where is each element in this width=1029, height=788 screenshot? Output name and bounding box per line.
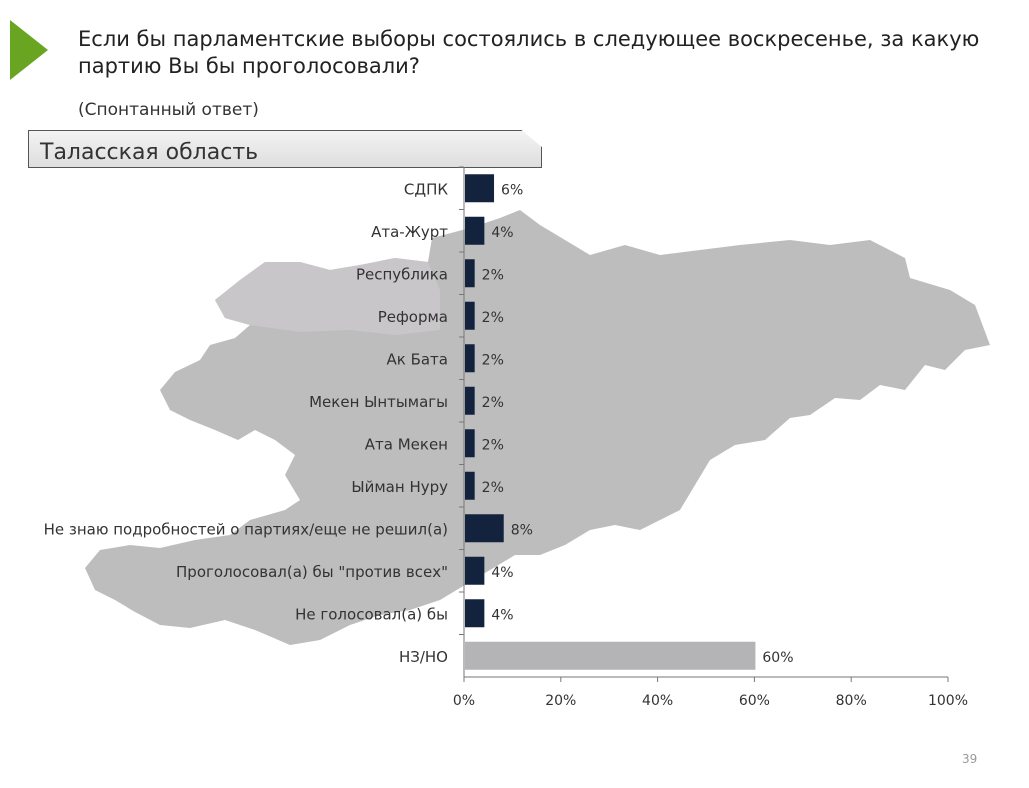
bar [465,174,495,203]
x-tick-label: 0% [453,693,475,709]
category-label: СДПК [404,180,448,198]
x-tick-label: 60% [739,693,770,709]
bar [465,386,475,415]
value-label: 2% [482,480,504,496]
value-label: 4% [491,607,513,623]
x-tick-label: 20% [545,693,576,709]
value-label: 2% [482,267,504,283]
x-tick-label: 40% [642,693,673,709]
category-label: Не голосовал(а) бы [295,605,448,623]
value-label: 2% [482,437,504,453]
page-title: Если бы парламентские выборы состоялись … [78,27,980,78]
value-label: 2% [482,395,504,411]
value-label: 2% [482,310,504,326]
category-label: Ата Мекен [365,435,448,453]
bar [465,556,485,585]
category-label: Не знаю подробностей о партиях/еще не ре… [44,520,448,538]
category-label: Республика [356,265,448,283]
map-shape-north-region [215,258,440,335]
value-label: 4% [491,565,513,581]
category-label: Ыйман Нуру [351,478,448,496]
value-label: 4% [491,225,513,241]
category-label: Проголосовал(а) бы "против всех" [176,563,448,581]
x-tick-label: 80% [836,693,867,709]
bar [465,344,475,373]
value-label: 6% [501,182,523,198]
region-header-tab [28,130,542,168]
x-tick-label: 100% [928,693,968,709]
page-number: 39 [962,752,978,766]
bar [465,216,485,245]
page-subtitle: (Спонтанный ответ) [78,100,259,120]
category-label: Ак Бата [386,350,448,368]
bar [465,599,485,628]
slide-arrow-icon [10,20,48,80]
value-label: 60% [762,650,793,666]
bar [465,641,756,670]
bar [465,259,475,288]
category-label: Ата-Журт [371,223,448,241]
value-label: 8% [511,522,533,538]
region-label: Таласская область [40,140,259,165]
bar [465,301,475,330]
bar [465,514,504,543]
bar [465,429,475,458]
value-label: 2% [482,352,504,368]
category-label: Реформа [378,308,448,326]
category-label: Мекен Ынтымагы [309,393,448,411]
category-label: НЗ/НО [399,648,448,666]
bar [465,471,475,500]
